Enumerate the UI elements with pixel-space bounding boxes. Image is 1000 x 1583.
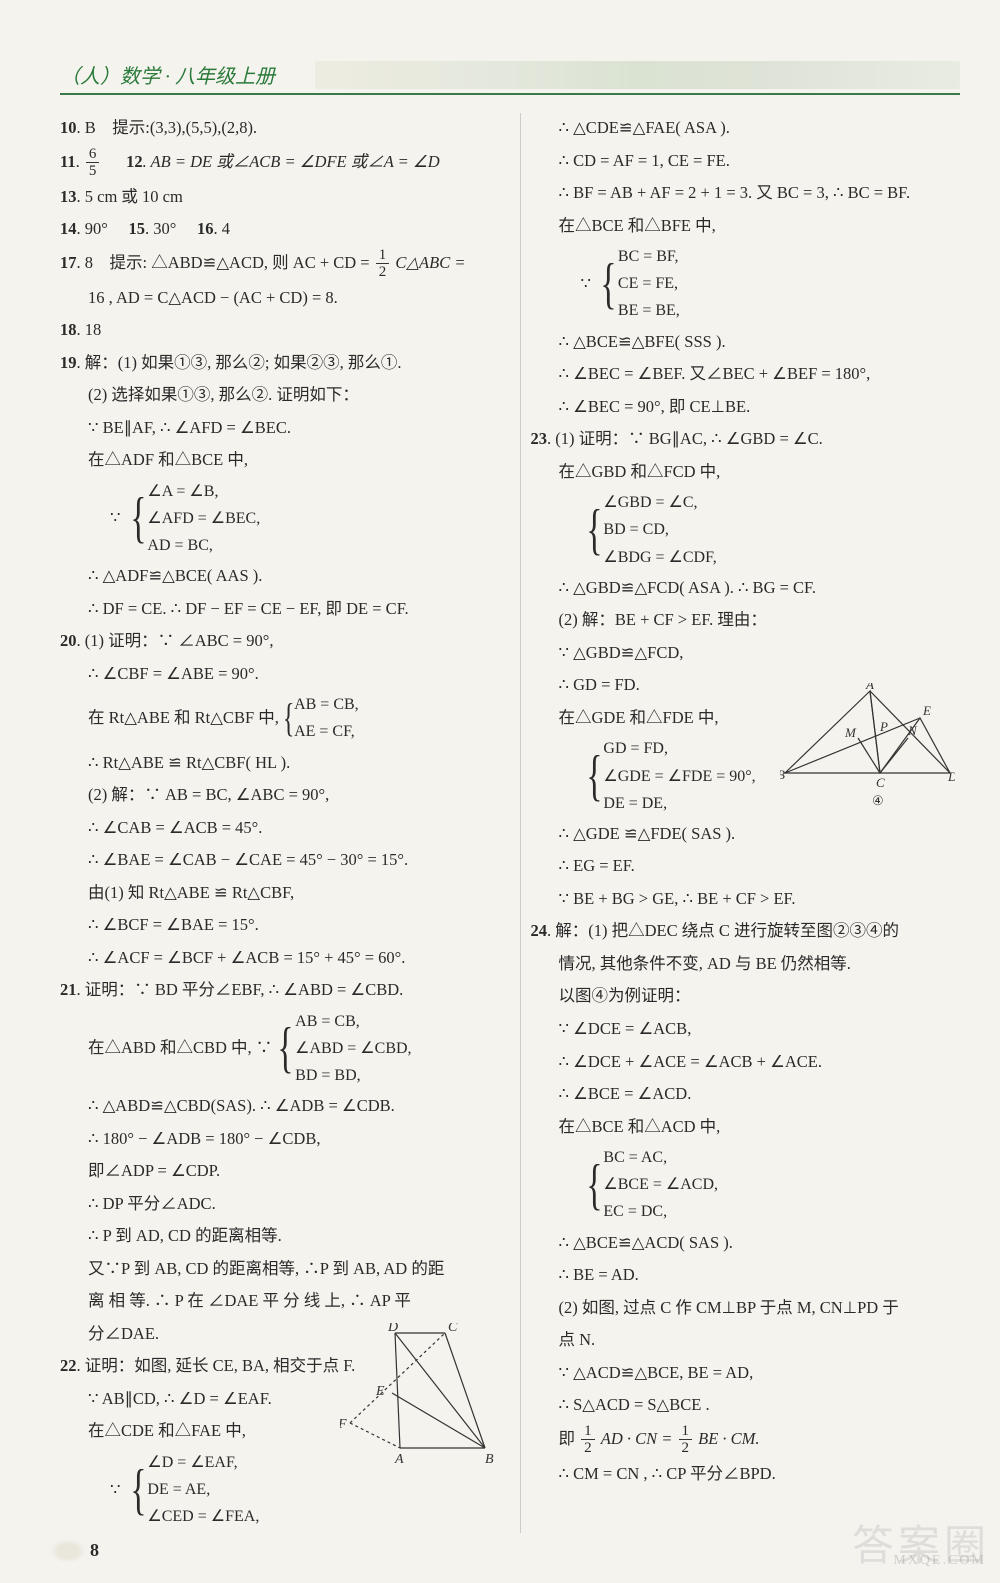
svg-text:M: M (844, 725, 857, 740)
svg-text:P: P (879, 719, 888, 734)
q13: 13. 5 cm 或 10 cm (60, 182, 490, 213)
q18: 18. 18 (60, 315, 490, 346)
svg-text:A: A (865, 683, 874, 692)
svg-text:N: N (907, 723, 918, 738)
svg-text:F: F (340, 1417, 347, 1432)
svg-text:C: C (448, 1323, 458, 1335)
q21: 21. 证明：∵ BD 平分∠EBF, ∴ ∠ABD = ∠CBD. (60, 975, 490, 1006)
qnum: 11 (60, 151, 76, 170)
svg-text:B: B (780, 767, 785, 782)
qnum: 12 (126, 151, 143, 170)
svg-text:E: E (922, 703, 931, 718)
content-columns: 10. B 提示:(3,3),(5,5),(2,8). 11. 65 12. A… (60, 113, 960, 1533)
qnum: 10 (60, 118, 77, 137)
q24: 24. 解：(1) 把△DEC 绕点 C 进行旋转至图②③④的 (531, 916, 961, 947)
svg-text:D: D (947, 769, 955, 784)
header-ornament (315, 61, 960, 89)
right-column: ∴ △CDE≌△FAE( ASA ). ∴ CD = AF = 1, CE = … (520, 113, 961, 1533)
q23-brace1: { ∠GBD = ∠C, BD = CD, ∠BDG = ∠CDF, (531, 489, 961, 571)
svg-text:A: A (394, 1452, 404, 1463)
q19-brace: ∵ { ∠A = ∠B, ∠AFD = ∠BEC, AD = BC, (60, 478, 490, 560)
watermark-sub: MXQE.COM (893, 1553, 986, 1569)
page: （人）数学 · 八年级上册 10. B 提示:(3,3),(5,5),(2,8)… (0, 0, 1000, 1583)
header-title: （人）数学 · 八年级上册 (60, 60, 275, 89)
q17: 17. 8 提示: △ABD≌△ACD, 则 AC + CD = 12 C△AB… (60, 247, 490, 281)
fraction: 65 (86, 146, 100, 180)
q23: 23. (1) 证明：∵ BG∥AC, ∴ ∠GBD = ∠C. (531, 424, 961, 455)
q10: 10. B 提示:(3,3),(5,5),(2,8). (60, 113, 490, 144)
figure-24: A E M P N B C D ④ (780, 683, 955, 813)
q20: 20. (1) 证明：∵ ∠ABC = 90°, (60, 626, 490, 657)
q19: 19. 解：(1) 如果①③, 那么②; 如果②③, 那么①. (60, 348, 490, 379)
figure-22: D C E F A B (340, 1323, 495, 1463)
page-number: 8 (90, 1540, 99, 1561)
q24-l13: 即 12 AD · CN = 12 BE · CM. (531, 1423, 961, 1457)
q14-16: 14. 90° 15. 30° 16. 4 (60, 214, 490, 245)
q21-brace: 在△ABD 和△CBD 中, ∵ { AB = CB, ∠ABD = ∠CBD,… (60, 1008, 490, 1090)
left-column: 10. B 提示:(3,3),(5,5),(2,8). 11. 65 12. A… (60, 113, 500, 1533)
q22c-brace: ∵ { BC = BF, CE = FE, BE = BE, (531, 243, 961, 325)
page-header: （人）数学 · 八年级上册 (60, 60, 960, 95)
svg-text:④: ④ (872, 793, 884, 808)
q17-l2: 16 , AD = C△ACD − (AC + CD) = 8. (60, 283, 490, 314)
q20-brace: 在 Rt△ABE 和 Rt△CBF 中, { AB = CB, AE = CF, (60, 691, 490, 745)
svg-text:C: C (876, 775, 885, 790)
text: . B 提示:(3,3),(5,5),(2,8). (77, 118, 258, 137)
q24-brace: { BC = AC, ∠BCE = ∠ACD, EC = DC, (531, 1144, 961, 1226)
svg-text:E: E (375, 1384, 385, 1399)
svg-text:D: D (387, 1323, 398, 1335)
page-num-ornament (50, 1539, 86, 1563)
text: . AB = DE 或∠ACB = ∠DFE 或∠A = ∠D (143, 151, 440, 170)
q11-12: 11. 65 12. AB = DE 或∠ACB = ∠DFE 或∠A = ∠D (60, 146, 490, 180)
svg-text:B: B (485, 1452, 494, 1463)
